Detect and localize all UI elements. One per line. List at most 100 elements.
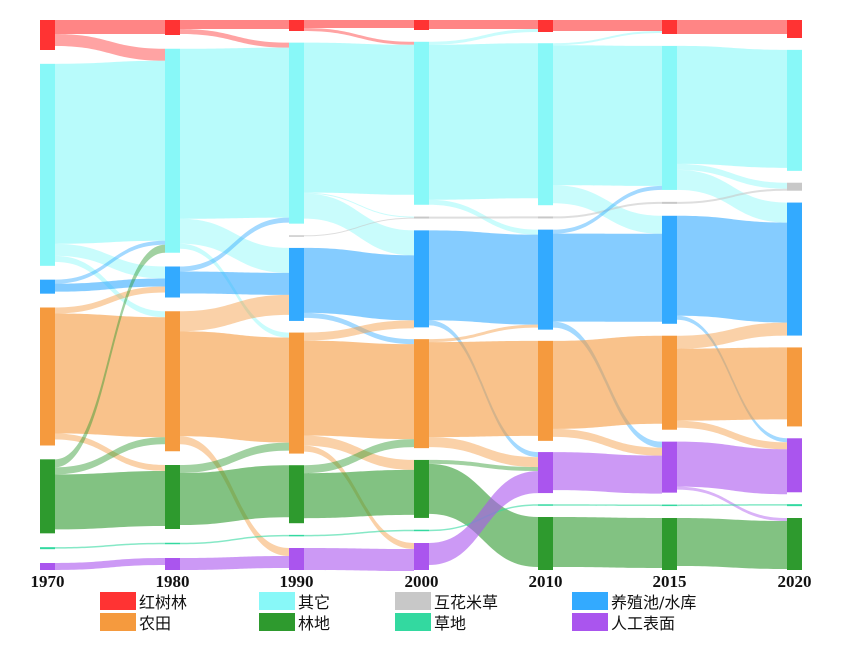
node-1980-mangrove	[165, 20, 180, 35]
flow-farmland-to-artificial	[553, 428, 662, 456]
flow-other-to-mangrove	[553, 31, 662, 46]
flow-other-to-mangrove	[429, 29, 538, 45]
flow-forest-to-forest	[677, 518, 787, 569]
year-label: 2010	[529, 572, 563, 591]
node-1970-other	[40, 63, 55, 266]
flow-mangrove-to-mangrove	[429, 20, 538, 29]
flow-pond-to-pond	[304, 247, 414, 321]
node-1970-farmland	[40, 307, 55, 446]
year-label: 1980	[156, 572, 190, 591]
node-2020-grass	[787, 504, 802, 507]
node-2000-pond	[414, 230, 429, 328]
node-2010-other	[538, 43, 553, 206]
flow-mangrove-to-other	[180, 29, 289, 48]
flow-spartina-to-spartina	[429, 216, 538, 219]
flow-farmland-to-pond	[180, 294, 289, 332]
node-1990-grass	[289, 534, 304, 537]
flow-forest-to-forest	[55, 471, 165, 530]
flow-farmland-to-farmland	[553, 335, 662, 429]
flow-forest-to-forest	[304, 469, 414, 519]
flow-artificial-to-artificial	[304, 548, 414, 571]
node-1990-spartina	[289, 235, 304, 237]
flow-pond-to-pond	[180, 271, 289, 295]
flow-pond-to-other	[553, 185, 662, 234]
flow-mangrove-to-mangrove	[553, 20, 662, 31]
flow-grass-to-grass	[304, 529, 414, 537]
flow-mangrove-to-mangrove	[55, 20, 165, 34]
flow-artificial-to-artificial	[553, 452, 662, 494]
flow-pond-to-pond	[55, 278, 165, 292]
flow-artificial-to-artificial	[180, 556, 289, 570]
node-2015-pond	[662, 215, 677, 324]
flow-farmland-to-artificial	[677, 420, 787, 450]
flow-forest-to-forest	[553, 517, 662, 568]
node-1990-pond	[289, 247, 304, 321]
node-2000-farmland	[414, 339, 429, 449]
flow-pond-to-pond	[429, 230, 538, 325]
flow-pond-to-pond	[677, 215, 787, 323]
flow-spartina-to-spartina	[677, 188, 787, 204]
node-2015-artificial	[662, 441, 677, 493]
node-2020-spartina	[787, 182, 802, 191]
flow-artificial-to-artificial	[677, 441, 787, 495]
node-2010-mangrove	[538, 20, 553, 32]
flow-artificial-to-forest	[677, 486, 787, 521]
node-1980-grass	[165, 542, 180, 545]
node-2015-forest	[662, 518, 677, 570]
year-label: 1970	[31, 572, 65, 591]
flow-forest-to-forest	[180, 465, 289, 525]
node-1990-artificial	[289, 548, 304, 570]
flow-farmland-to-artificial	[429, 437, 538, 468]
flow-grass-to-grass	[677, 504, 787, 507]
flow-farmland-to-farmland	[180, 331, 289, 443]
flow-other-to-pond	[180, 218, 289, 273]
node-2020-mangrove	[787, 20, 802, 38]
node-2020-artificial	[787, 438, 802, 493]
flow-pond-to-pond	[553, 233, 662, 322]
node-2000-artificial	[414, 543, 429, 570]
flow-farmland-to-pond	[677, 322, 787, 349]
flow-farmland-to-farmland	[429, 340, 538, 438]
node-2000-other	[414, 41, 429, 205]
node-1970-grass	[40, 547, 55, 550]
node-2010-spartina	[538, 216, 553, 219]
flow-farmland-to-forest	[304, 435, 414, 470]
flow-other-to-other	[553, 45, 662, 186]
flow-other-to-other	[677, 45, 787, 168]
flow-mangrove-to-mangrove	[180, 20, 289, 29]
node-2020-farmland	[787, 347, 802, 427]
node-1970-forest	[40, 459, 55, 534]
flow-forest-to-other	[55, 244, 165, 468]
flow-mangrove-to-other	[304, 28, 414, 45]
node-2010-grass	[538, 504, 553, 506]
flow-artificial-to-artificial	[55, 558, 165, 570]
flow-other-to-other	[180, 47, 289, 219]
flow-other-to-pond	[304, 193, 414, 256]
node-1970-artificial	[40, 563, 55, 570]
node-2020-other	[787, 49, 802, 171]
node-2015-mangrove	[662, 20, 677, 34]
node-2000-grass	[414, 529, 429, 532]
flow-mangrove-to-mangrove	[677, 20, 787, 34]
flow-mangrove-to-mangrove	[304, 20, 414, 28]
node-2015-spartina	[662, 201, 677, 204]
flow-farmland-to-farmland	[304, 340, 414, 440]
node-1980-pond	[165, 266, 180, 298]
flow-farmland-to-forest	[55, 433, 165, 471]
flow-forest-to-artificial	[429, 459, 538, 472]
flow-grass-to-grass	[180, 534, 289, 545]
flow-mangrove-to-other	[55, 34, 165, 61]
node-1980-farmland	[165, 311, 180, 452]
flow-farmland-to-pond	[429, 324, 538, 343]
node-2000-forest	[414, 459, 429, 518]
node-2010-artificial	[538, 452, 553, 494]
flow-farmland-to-farmland	[677, 347, 787, 421]
node-1980-forest	[165, 465, 180, 529]
flow-spartina-to-spartina	[304, 217, 414, 237]
year-label: 2020	[778, 572, 812, 591]
year-label: 2000	[405, 572, 439, 591]
year-label: 1990	[280, 572, 314, 591]
node-2000-mangrove	[414, 20, 429, 30]
